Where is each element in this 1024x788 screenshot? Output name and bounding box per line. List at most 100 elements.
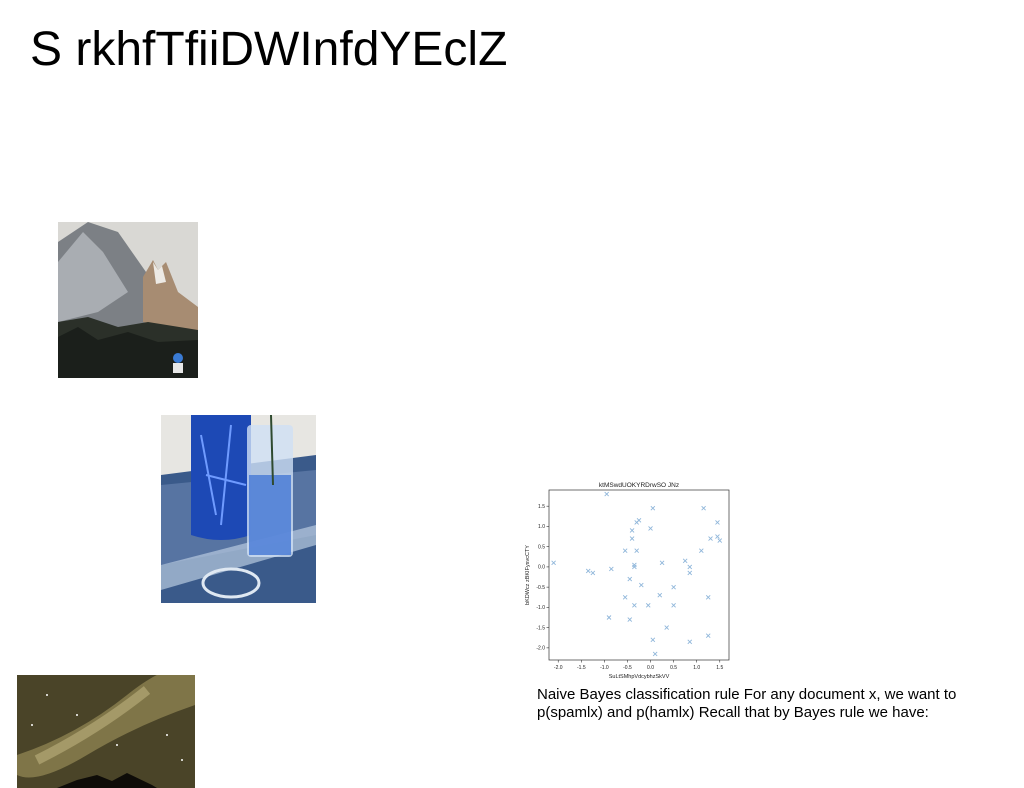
scatter-point-stroke (652, 651, 658, 657)
scatter-point-stroke (650, 505, 656, 511)
scatter-point-stroke (629, 536, 635, 541)
chart-y-axis-label: bKDWcz zBKIFysvcCTY (525, 545, 531, 605)
chart-plot-frame (548, 489, 730, 661)
scatter-chart: ktMSwdUOKYRDrwSO JNz SuLtSMhpVdcybhzSkVV… (520, 478, 740, 683)
scatter-point-stroke (705, 633, 711, 639)
scatter-point-stroke (687, 639, 693, 645)
scatter-point (659, 560, 665, 566)
scatter-point (629, 528, 635, 533)
scatter-point (629, 536, 635, 541)
scatter-point (671, 603, 676, 608)
scatter-point-stroke (671, 584, 676, 590)
y-tick-label: -2.0 (536, 646, 545, 652)
scatter-point-stroke (632, 562, 637, 568)
scatter-point (622, 594, 628, 600)
scatter-point (551, 560, 556, 566)
scatter-point (715, 520, 720, 525)
scatter-point-stroke (701, 505, 706, 511)
scatter-point (715, 534, 720, 539)
scatter-point-stroke (705, 594, 711, 600)
scatter-point-stroke (585, 568, 591, 574)
scatter-point-stroke (650, 637, 656, 643)
scatter-point (682, 558, 688, 564)
scatter-point (671, 584, 676, 590)
x-tick-label: -2.0 (554, 665, 563, 671)
y-tick-label: -1.5 (536, 625, 545, 631)
scatter-point (645, 603, 651, 608)
scatter-point-stroke (664, 625, 670, 630)
scatter-point-stroke (698, 548, 704, 554)
scatter-point (606, 615, 612, 620)
scatter-point-stroke (622, 594, 628, 600)
scatter-point (687, 564, 693, 570)
scatter-point-stroke (682, 558, 688, 564)
scatter-point (650, 505, 656, 511)
scatter-point-stroke (622, 548, 628, 554)
scatter-point (622, 548, 628, 554)
scatter-point-stroke (634, 548, 640, 554)
y-tick-label: -1.0 (536, 605, 545, 611)
scatter-point (701, 505, 706, 511)
scatter-point (585, 568, 591, 574)
scatter-chart-svg: ktMSwdUOKYRDrwSO JNz SuLtSMhpVdcybhzSkVV… (525, 482, 730, 680)
scatter-point-stroke (634, 520, 640, 525)
scatter-point-stroke (627, 576, 633, 582)
scatter-point (705, 594, 711, 600)
scatter-point (650, 637, 656, 643)
x-tick-label: -1.5 (577, 665, 586, 671)
scatter-point (687, 639, 693, 645)
scatter-point (648, 526, 653, 531)
scatter-point (604, 491, 610, 497)
x-tick-label: 0.5 (670, 665, 677, 671)
scatter-point-stroke (551, 560, 556, 566)
scatter-point (608, 566, 614, 572)
x-tick-label: 0.0 (647, 665, 654, 671)
scatter-point-stroke (717, 538, 723, 543)
scatter-point (664, 625, 670, 630)
scatter-point-stroke (606, 615, 612, 620)
scatter-point (652, 651, 658, 657)
mountain-image-icon (58, 222, 198, 378)
scatter-point (638, 582, 644, 588)
chart-axes: -2.0 -1.5 -1.0 -0.5 0.0 0.5 1.0 1.5 -2.0 -1.5 -1.0… (536, 489, 730, 671)
scatter-point-stroke (657, 592, 663, 598)
scatter-point (627, 576, 633, 582)
x-tick-label: -1.0 (600, 665, 609, 671)
scatter-point (634, 548, 640, 554)
scatter-point-stroke (645, 603, 651, 608)
scatter-point (657, 592, 663, 598)
scatter-point-stroke (687, 564, 693, 570)
scatter-point-stroke (608, 566, 614, 572)
night-sky-image-icon (17, 675, 195, 788)
chart-title: ktMSwdUOKYRDrwSO JNz (599, 482, 679, 489)
scatter-point-stroke (708, 536, 713, 541)
scatter-point (627, 617, 633, 622)
glassware-image-icon (161, 415, 316, 603)
scatter-point (632, 562, 637, 568)
slide-title: S rkhfTfiiDWInfdYEclZ (30, 23, 508, 76)
scatter-point (687, 570, 693, 576)
scatter-point-stroke (590, 570, 596, 576)
scatter-point (705, 633, 711, 639)
scatter-point (698, 548, 704, 554)
scatter-point-stroke (687, 570, 693, 576)
scatter-point (634, 520, 640, 525)
chart-points (551, 491, 723, 657)
scatter-point-stroke (638, 582, 644, 588)
x-tick-label: -0.5 (623, 665, 632, 671)
y-tick-label: 0.0 (538, 565, 545, 571)
mountain-photo (58, 222, 198, 378)
scatter-point-stroke (715, 520, 720, 525)
slide-caption: Naive Bayes classification rule For any … (537, 686, 957, 721)
scatter-point-stroke (671, 603, 676, 608)
x-tick-label: 1.5 (716, 665, 723, 671)
scatter-point-stroke (627, 617, 633, 622)
scatter-point-stroke (648, 526, 653, 531)
night-sky-photo (17, 675, 195, 788)
y-tick-label: 1.0 (538, 524, 545, 530)
scatter-point (632, 603, 637, 608)
y-tick-label: 1.5 (538, 504, 545, 510)
scatter-point-stroke (715, 534, 720, 539)
scatter-point-stroke (659, 560, 665, 566)
scatter-point (632, 564, 637, 570)
